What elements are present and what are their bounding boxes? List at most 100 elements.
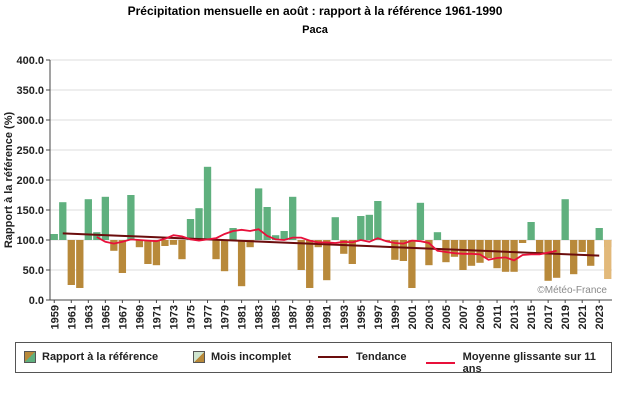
bar-1987 <box>289 196 297 240</box>
x-tick-label: 1971 <box>151 305 163 329</box>
bar-1985 <box>271 235 280 240</box>
bar-1974 <box>178 240 186 260</box>
watermark-text: ©Météo-France <box>537 285 607 296</box>
legend-label-moving-average: Moyenne glissante sur 11 ans <box>462 351 596 375</box>
bar-1997 <box>374 201 382 240</box>
x-tick-label: 1979 <box>220 305 232 329</box>
x-tick-label: 1969 <box>134 305 146 329</box>
bar-1970 <box>144 240 152 264</box>
bar-2013 <box>510 240 518 272</box>
bar-1989 <box>306 240 314 288</box>
y-tick-label: 50.0 <box>23 265 44 277</box>
bar-1993 <box>340 240 348 254</box>
x-tick-label: 1973 <box>169 305 181 329</box>
x-tick-label: 1961 <box>66 305 78 329</box>
bar-1980 <box>229 228 237 240</box>
y-tick-label: 200.0 <box>16 175 44 187</box>
lines-layer <box>62 228 600 262</box>
legend-swatch-ratio <box>24 351 36 363</box>
x-tick-label: 1959 <box>49 305 61 329</box>
chart-title: Précipitation mensuelle en août : rappor… <box>128 4 503 18</box>
bar-1973 <box>169 240 178 245</box>
x-tick-label: 1993 <box>339 305 351 329</box>
bar-2017 <box>544 240 552 281</box>
bar-2006 <box>450 240 459 257</box>
legend-label-ratio: Rapport à la référence <box>42 351 159 363</box>
x-tick-label: 1983 <box>254 305 266 329</box>
x-tick-label: 1965 <box>100 305 112 329</box>
bar-2008 <box>467 240 476 266</box>
bar-incomplete-2024 <box>604 240 612 279</box>
bar-2000 <box>399 240 408 261</box>
x-tick-label: 1975 <box>186 305 198 329</box>
bar-1960 <box>59 202 67 240</box>
x-tick-label: 2001 <box>407 305 419 329</box>
bar-2023 <box>595 228 603 240</box>
legend-label-incomplete: Mois incomplet <box>211 351 292 363</box>
bar-2018 <box>552 240 561 278</box>
legend-item-moving-average: Moyenne glissante sur 11 ans <box>426 351 611 375</box>
trend-line <box>62 232 600 257</box>
x-tick-label: 2005 <box>441 305 453 329</box>
bar-2022 <box>587 240 595 266</box>
bar-1975 <box>186 219 195 240</box>
x-tick-label: 1977 <box>203 305 215 329</box>
legend-line-moving-average <box>426 362 455 364</box>
bar-1992 <box>331 217 339 240</box>
bar-2021 <box>578 240 586 252</box>
bar-1978 <box>212 240 220 260</box>
x-tick-label: 2019 <box>560 305 572 329</box>
x-tick-label: 1999 <box>390 305 402 329</box>
bar-1963 <box>84 199 92 240</box>
x-tick-label: 1991 <box>322 305 334 329</box>
legend-item-ratio: Rapport à la référence <box>24 351 158 363</box>
x-tick-label: 2007 <box>458 305 470 329</box>
x-tick-label: 2021 <box>577 305 589 329</box>
bar-1964 <box>93 232 101 240</box>
y-tick-label: 250.0 <box>16 145 44 157</box>
bar-1959 <box>50 234 58 240</box>
x-tick-label: 1995 <box>356 305 368 329</box>
bar-2003 <box>425 240 433 266</box>
legend-line-trend <box>318 356 348 358</box>
bar-2002 <box>416 202 425 240</box>
bar-1967 <box>118 240 127 273</box>
bar-1977 <box>203 166 212 240</box>
x-tick-label: 2013 <box>509 305 521 329</box>
y-axis-label: Rapport à la référence (%) <box>3 112 15 249</box>
y-tick-label: 400.0 <box>16 55 44 67</box>
bar-1962 <box>76 240 84 288</box>
bar-2004 <box>433 232 442 240</box>
bar-1966 <box>110 240 118 251</box>
bar-2020 <box>570 240 578 275</box>
bar-2014 <box>518 240 527 243</box>
bar-1979 <box>220 240 229 272</box>
y-tick-label: 0.0 <box>29 295 44 307</box>
bar-2011 <box>493 240 501 269</box>
x-tick-label: 2017 <box>543 305 555 329</box>
chart-subtitle: Paca <box>302 24 329 36</box>
bar-1999 <box>391 240 399 260</box>
y-tick-label: 300.0 <box>16 115 44 127</box>
bar-1984 <box>263 207 271 240</box>
bar-1961 <box>67 240 75 285</box>
x-tick-label: 1963 <box>83 305 95 329</box>
legend-label-trend: Tendance <box>356 351 407 363</box>
grid-layer <box>50 59 612 301</box>
bar-1996 <box>365 214 373 240</box>
bar-1971 <box>152 240 161 266</box>
x-tick-label: 2003 <box>424 305 436 329</box>
x-tick-label: 1997 <box>373 305 385 329</box>
bar-1981 <box>237 240 246 287</box>
bar-1972 <box>161 240 169 246</box>
x-tick-label: 1981 <box>237 305 249 329</box>
moving-average-line <box>96 228 557 262</box>
bar-1983 <box>254 188 263 240</box>
bar-2015 <box>527 222 535 240</box>
y-tick-label: 100.0 <box>16 235 44 247</box>
x-tick-label: 2011 <box>492 305 504 329</box>
bar-1991 <box>323 240 331 281</box>
bar-1995 <box>357 216 365 240</box>
x-tick-label: 1987 <box>288 305 300 329</box>
